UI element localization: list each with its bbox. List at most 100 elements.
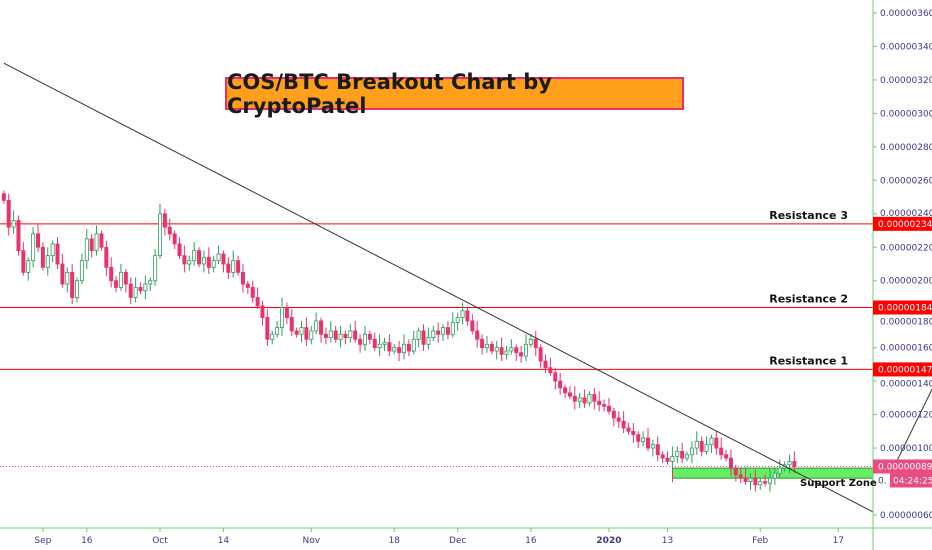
price-label-bg	[873, 362, 932, 377]
time-axis[interactable]: Sep 16 Oct 14 Nov 18 Dec 16 2020 13 Feb 17	[34, 528, 844, 546]
candle-down	[358, 338, 363, 345]
x-tick-label: 16	[525, 536, 537, 546]
candle-down	[323, 333, 328, 339]
candle-up	[577, 397, 582, 402]
candle-up	[382, 342, 387, 345]
y-tick-label: 0.00000300	[880, 109, 932, 119]
candle-down	[738, 474, 743, 479]
candle-up	[787, 461, 792, 466]
candle-down	[626, 427, 631, 432]
candle-down	[260, 305, 265, 318]
candle-up	[441, 327, 446, 335]
candle-up	[524, 343, 529, 357]
candle-down	[606, 405, 611, 412]
candle-down	[465, 310, 470, 322]
candle-up	[231, 260, 236, 273]
candle-down	[240, 271, 245, 285]
x-tick-label: Nov	[302, 536, 320, 546]
candle-down	[333, 330, 338, 340]
y-tick-label: 0.00000100	[880, 444, 932, 454]
candle-down	[714, 437, 719, 449]
candle-up	[460, 310, 465, 318]
candle-down	[294, 330, 299, 335]
candle-up	[777, 467, 782, 474]
candle-up	[450, 322, 455, 335]
resistance-label: Resistance 2	[769, 293, 848, 306]
candle-down	[128, 283, 133, 298]
candle-down	[519, 352, 524, 357]
candle-up	[157, 213, 162, 257]
candle-up	[187, 260, 192, 265]
y-tick-label: 0.00000260	[880, 176, 932, 186]
countdown-timer: 04:24:25	[893, 476, 932, 486]
x-tick-label: 13	[662, 536, 673, 546]
candle-down	[367, 333, 372, 340]
candle-down	[245, 283, 250, 288]
candle-up	[309, 330, 314, 340]
candle-up	[31, 233, 36, 262]
candle-down	[548, 367, 553, 374]
candle-down	[699, 440, 704, 452]
y-tick-label: 0.00000180	[880, 318, 932, 328]
candle-down	[109, 266, 114, 282]
candle-up	[509, 347, 514, 352]
x-tick-label: Dec	[449, 536, 466, 546]
candle-up	[75, 280, 80, 298]
candle-down	[387, 342, 392, 352]
candle-down	[70, 271, 75, 298]
candle-down	[40, 246, 45, 268]
candle-up	[494, 347, 499, 352]
y-tick-label: 0.00000280	[880, 143, 932, 153]
y-tick-label: 0.00000340	[880, 42, 932, 52]
candle-up	[275, 327, 280, 335]
candle-down	[319, 320, 324, 335]
candle-down	[114, 280, 119, 288]
candle-down	[104, 246, 109, 268]
x-tick-label: 17	[833, 536, 844, 546]
candle-up	[26, 260, 31, 273]
y-tick-label: 0.00000320	[880, 76, 932, 86]
candle-down	[397, 347, 402, 354]
y-tick-label: 0.00000140	[880, 379, 932, 389]
candle-down	[567, 392, 572, 397]
candle-down	[582, 397, 587, 404]
candle-up	[377, 343, 382, 349]
candle-down	[167, 226, 172, 235]
candle-up	[362, 333, 367, 345]
candle-down	[226, 263, 231, 273]
candle-down	[21, 250, 26, 273]
candle-up	[694, 440, 699, 449]
candle-up	[704, 444, 709, 452]
candle-down	[406, 343, 411, 352]
candle-down	[372, 338, 377, 349]
candle-up	[484, 343, 489, 349]
candle-down	[123, 271, 128, 285]
candle-down	[255, 297, 260, 307]
candle-down	[304, 327, 309, 340]
price-axis[interactable]: 0.00000060 0.00000100 0.00000120 0.00000140…	[873, 9, 932, 521]
resistance-label: Resistance 1	[769, 354, 848, 367]
candle-down	[353, 330, 358, 340]
candle-up	[504, 350, 509, 355]
candle-up	[338, 333, 343, 340]
candle-down	[284, 307, 289, 318]
x-tick-label: Sep	[34, 536, 51, 546]
candle-up	[392, 347, 397, 352]
candle-up	[431, 330, 436, 339]
candle-up	[192, 250, 197, 262]
candle-down	[206, 256, 211, 268]
candle-down	[250, 287, 255, 298]
candle-down	[602, 404, 607, 407]
candle-down	[665, 457, 670, 462]
candle-down	[543, 360, 548, 369]
candle-down	[655, 444, 660, 456]
candle-up	[675, 451, 680, 457]
candle-down	[592, 394, 597, 402]
y-tick-label: 0.00000240	[880, 209, 932, 219]
candle-down	[265, 317, 270, 340]
candle-down	[763, 481, 768, 484]
resistance-label: Resistance 3	[769, 209, 848, 222]
candle-down	[499, 347, 504, 355]
candle-up	[411, 338, 416, 352]
